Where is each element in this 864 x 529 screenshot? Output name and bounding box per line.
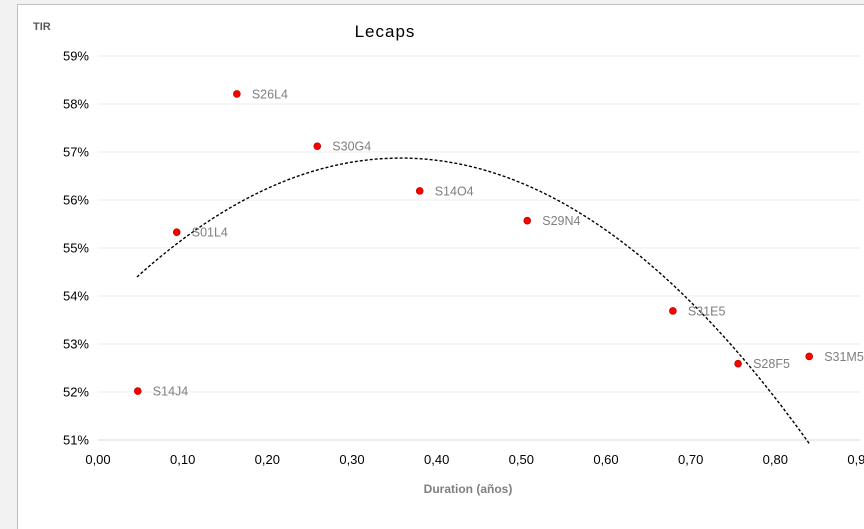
chart-title: Lecaps: [355, 22, 416, 41]
x-axis-title: Duration (años): [424, 482, 513, 496]
y-tick-label: 56%: [63, 193, 89, 208]
data-label: S14O4: [435, 184, 474, 198]
data-label: S29N4: [542, 214, 580, 228]
grid-lines: [98, 55, 860, 393]
y-tick-label: 53%: [63, 337, 89, 352]
x-tick-label: 0,10: [170, 452, 195, 467]
x-tick-label: 0,70: [678, 452, 703, 467]
x-tick-label: 0,30: [339, 452, 364, 467]
data-point: [415, 187, 424, 195]
data-label: S01L4: [192, 226, 228, 240]
x-tick-label: 0,20: [255, 452, 280, 467]
data-label: S31M5: [824, 350, 864, 364]
axes: 51% 52% 53% 54% 55% 56% 57% 58% 59% 0,00 0,10 0,20 0…: [63, 49, 864, 468]
y-tick-label: 51%: [63, 433, 89, 448]
x-tick-label: 0,40: [424, 452, 449, 467]
data-point: [172, 228, 181, 236]
data-point: [313, 142, 322, 151]
data-point: [233, 90, 241, 98]
y-tick-label: 58%: [63, 97, 89, 112]
y-tick-label: 57%: [63, 145, 89, 160]
x-tick-label: 0,50: [509, 452, 534, 467]
data-points: S14J4 S01L4 S26L4 S30G4 S14O4 S29N4 S31E5 S28F5…: [133, 87, 864, 399]
y-tick-label: 52%: [63, 385, 89, 400]
trendline: [136, 157, 810, 444]
data-point: [669, 307, 677, 315]
trendline-group: [136, 157, 810, 444]
x-tick-label: 0,60: [593, 452, 618, 467]
data-label: S31E5: [688, 304, 726, 318]
x-tick-label: 0,90: [847, 452, 864, 467]
chart-area: [17, 4, 864, 529]
data-label: S26L4: [252, 87, 288, 101]
data-point: [734, 359, 742, 368]
data-label: S28F5: [753, 357, 790, 371]
data-point: [133, 387, 142, 395]
x-tick-label: 0,00: [85, 452, 110, 467]
data-point: [523, 216, 532, 225]
y-tick-label: 59%: [63, 49, 89, 64]
data-label: S30G4: [332, 140, 371, 154]
y-axis-title: TIR: [33, 21, 51, 33]
y-tick-label: 55%: [63, 241, 89, 256]
y-tick-label: 54%: [63, 289, 89, 304]
data-label: S14J4: [153, 385, 188, 399]
x-tick-label: 0,80: [763, 452, 788, 467]
data-point: [805, 352, 813, 361]
